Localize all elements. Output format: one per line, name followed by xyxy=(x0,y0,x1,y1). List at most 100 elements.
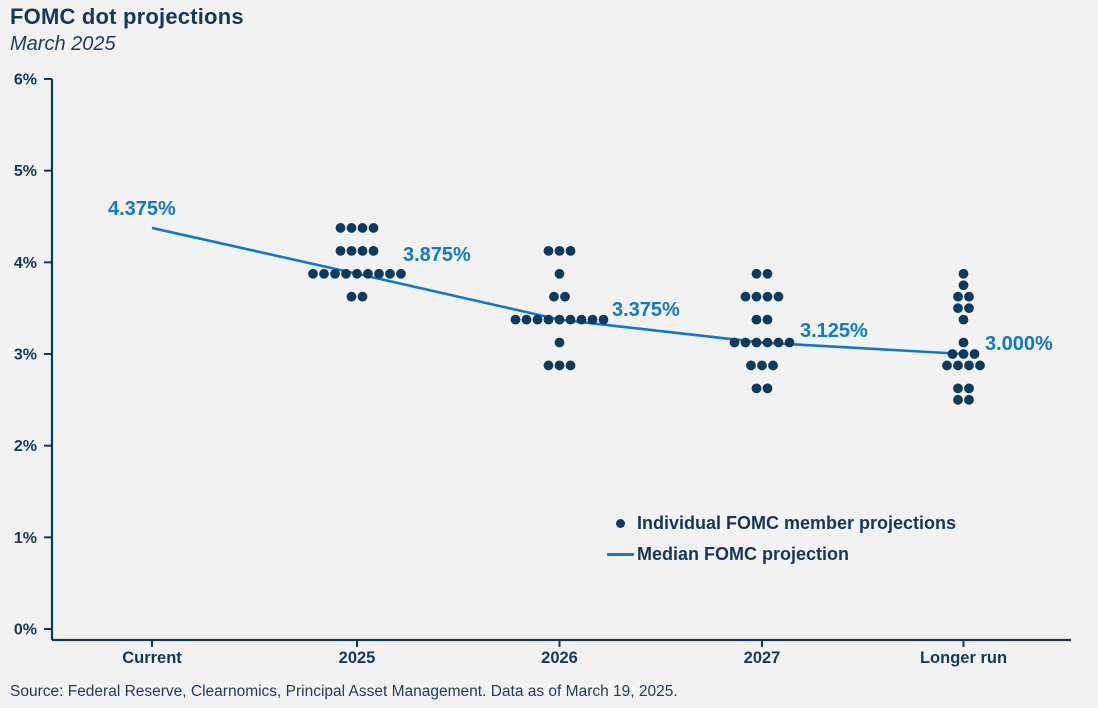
projection-dot xyxy=(352,268,362,279)
projection-dot xyxy=(746,360,756,371)
projection-dot xyxy=(346,291,357,302)
projection-dot xyxy=(357,223,368,233)
projection-dot xyxy=(565,245,576,256)
projection-dot xyxy=(757,360,767,371)
projection-dot xyxy=(953,360,963,371)
projection-dot xyxy=(964,383,974,394)
projection-dot xyxy=(953,291,963,302)
projection-dot xyxy=(958,337,969,348)
projection-dot xyxy=(576,314,587,325)
projection-dot xyxy=(560,291,570,302)
projection-dot xyxy=(510,314,521,325)
source-note: Source: Federal Reserve, Clearnomics, Pr… xyxy=(10,683,678,700)
projection-dot xyxy=(543,360,554,371)
projection-dot xyxy=(543,314,554,325)
projection-dot xyxy=(740,291,751,302)
projection-dot xyxy=(374,268,384,279)
chart-legend: Individual FOMC member projections Media… xyxy=(604,509,956,569)
projection-dot xyxy=(565,314,576,325)
projection-dot xyxy=(729,337,740,348)
y-tick-label: 2% xyxy=(14,438,37,455)
projection-dot xyxy=(396,268,406,279)
legend-item-individual-projections: Individual FOMC member projections xyxy=(604,509,956,538)
projection-dot xyxy=(964,394,974,405)
projection-dot xyxy=(942,360,952,371)
projection-dot xyxy=(773,337,784,348)
x-tick-label: 2026 xyxy=(541,649,578,667)
projection-dot xyxy=(740,337,751,348)
y-tick-label: 6% xyxy=(14,71,37,88)
projection-dot xyxy=(346,245,357,256)
projection-dot xyxy=(958,280,969,291)
dot-marker-icon xyxy=(604,519,637,528)
chart-subtitle: March 2025 xyxy=(10,33,116,56)
x-tick-label: 2027 xyxy=(744,649,781,667)
median-value-label: 3.125% xyxy=(800,320,868,342)
projection-dot xyxy=(549,291,559,302)
projection-dot xyxy=(953,394,963,405)
projection-dot xyxy=(598,314,609,325)
y-tick-label: 4% xyxy=(14,255,37,272)
projection-dot xyxy=(958,314,969,325)
legend-item-median-projection: Median FOMC projection xyxy=(604,540,956,569)
projection-dot xyxy=(368,223,379,233)
y-tick-label: 0% xyxy=(14,622,37,639)
projection-dot xyxy=(554,360,565,371)
chart-header: FOMC dot projections March 2025 xyxy=(10,4,244,56)
x-tick-label: Current xyxy=(122,649,182,667)
projection-dot xyxy=(762,314,773,325)
x-tick-label: Longer run xyxy=(920,649,1007,667)
projection-dot xyxy=(762,383,773,394)
projection-dot xyxy=(762,291,773,302)
projection-dot xyxy=(964,291,974,302)
y-tick-label: 3% xyxy=(14,346,37,363)
y-tick-label: 5% xyxy=(14,163,37,180)
median-value-label: 3.375% xyxy=(612,299,680,321)
projection-dot xyxy=(554,337,565,348)
projection-dot xyxy=(768,360,778,371)
legend-label: Individual FOMC member projections xyxy=(637,513,957,533)
projection-dot xyxy=(751,268,762,279)
projection-dot xyxy=(335,245,346,256)
projection-dot xyxy=(385,268,395,279)
median-value-label: 3.000% xyxy=(985,333,1053,355)
projection-dot xyxy=(969,349,980,359)
projection-dot xyxy=(357,245,368,256)
projection-dot xyxy=(554,314,565,325)
projection-dot xyxy=(308,268,318,279)
projection-dot xyxy=(357,291,368,302)
projection-dot xyxy=(363,268,373,279)
projection-dot xyxy=(330,268,340,279)
projection-dot xyxy=(751,337,762,348)
projection-dot xyxy=(751,383,762,394)
projection-dot xyxy=(947,349,958,359)
median-value-label: 3.875% xyxy=(403,244,471,266)
projection-dot xyxy=(762,337,773,348)
projection-dot xyxy=(521,314,532,325)
projection-dot xyxy=(773,291,784,302)
chart-title: FOMC dot projections xyxy=(10,4,244,29)
median-value-label: 4.375% xyxy=(108,198,176,220)
projection-dot xyxy=(335,223,346,233)
projection-dot xyxy=(964,360,974,371)
x-tick-label: 2025 xyxy=(339,649,376,667)
projection-dot xyxy=(319,268,329,279)
projection-dot xyxy=(543,245,554,256)
y-tick-label: 1% xyxy=(14,530,37,547)
projection-dot xyxy=(958,268,969,279)
projection-dot xyxy=(587,314,598,325)
line-marker-icon xyxy=(604,553,637,556)
projection-dot xyxy=(762,268,773,279)
projection-dot xyxy=(953,383,963,394)
projection-dot xyxy=(953,303,963,314)
projection-dot xyxy=(958,349,969,359)
projection-dot xyxy=(784,337,795,348)
projection-dot xyxy=(565,360,576,371)
projection-dot xyxy=(554,268,565,279)
projection-dot xyxy=(346,223,357,233)
projection-dot xyxy=(554,245,565,256)
projection-dot xyxy=(975,360,985,371)
legend-label: Median FOMC projection xyxy=(637,544,850,564)
